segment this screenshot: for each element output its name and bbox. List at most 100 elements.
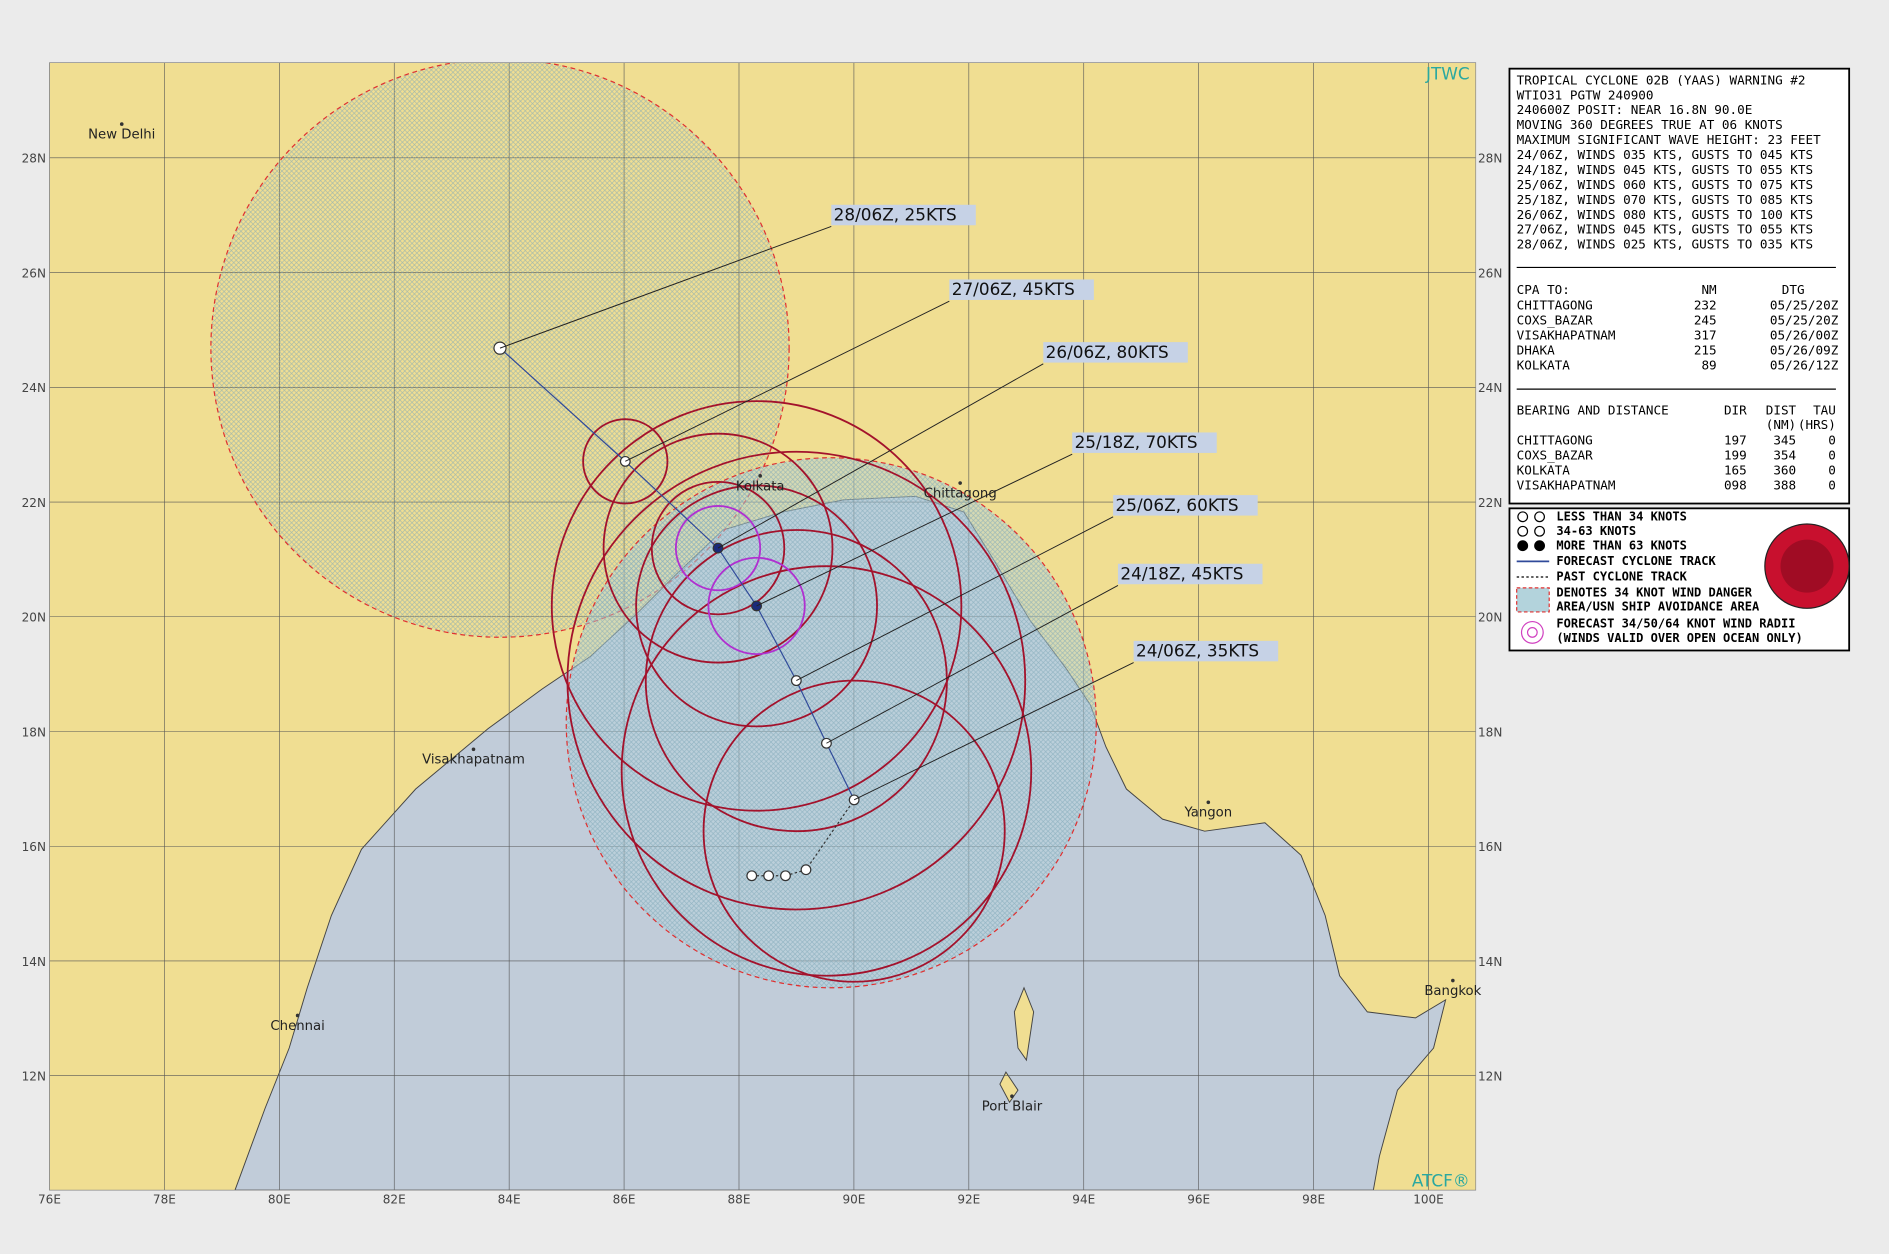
cpa-cell: 317 bbox=[1694, 327, 1717, 342]
wind-radius-64 bbox=[674, 505, 762, 592]
wind-radius bbox=[620, 565, 1033, 977]
track-label-box bbox=[1117, 563, 1263, 585]
info-box: TROPICAL CYCLONE 02B (YAAS) WARNING #2WT… bbox=[1508, 67, 1851, 652]
cpa-header: NM bbox=[1701, 282, 1717, 297]
place-dot bbox=[295, 1013, 300, 1018]
lat-label: 22N bbox=[22, 496, 46, 510]
wind-radii bbox=[550, 400, 1033, 983]
footer-label: ATCF® bbox=[1412, 1171, 1470, 1191]
bearing-subheader: (HRS) bbox=[1798, 417, 1836, 432]
place-label: Port Blair bbox=[982, 1100, 1043, 1115]
info-line: 24/18Z, WINDS 045 KTS, GUSTS TO 055 KTS bbox=[1517, 162, 1813, 177]
place-dot bbox=[1206, 800, 1211, 805]
cpa-header: CPA TO: bbox=[1517, 282, 1570, 297]
track-label-box bbox=[1072, 432, 1217, 453]
forecast-point bbox=[712, 542, 724, 554]
legend-label: LESS THAN 34 KNOTS bbox=[1556, 509, 1686, 523]
lat-label: 24N bbox=[1478, 381, 1502, 395]
legend-icon bbox=[1534, 540, 1545, 552]
wind-radius bbox=[582, 418, 669, 505]
lon-label: 86E bbox=[613, 1192, 636, 1206]
bearing-cell: 0 bbox=[1828, 477, 1836, 492]
lat-label: 26N bbox=[22, 266, 46, 280]
lat-label: 12N bbox=[22, 1070, 46, 1084]
danger-circle bbox=[565, 457, 1097, 989]
track-label-box bbox=[831, 204, 976, 226]
bearing-cell: 098 bbox=[1724, 477, 1747, 492]
legend-label: (WINDS VALID OVER OPEN OCEAN ONLY) bbox=[1556, 631, 1802, 645]
place-dot bbox=[471, 747, 476, 752]
legend-icon bbox=[1517, 525, 1529, 537]
past-point bbox=[763, 870, 775, 882]
legend-icon bbox=[1520, 620, 1544, 644]
legend-label: DENOTES 34 KNOT WIND DANGER bbox=[1556, 585, 1752, 599]
track-label: 25/18Z, 70KTS bbox=[1075, 432, 1198, 452]
track-label-box bbox=[1133, 640, 1279, 662]
bearing-cell: 354 bbox=[1773, 447, 1796, 462]
track-label-leader bbox=[853, 662, 1134, 801]
lat-label: 24N bbox=[22, 381, 46, 395]
cpa-header: DTG bbox=[1782, 282, 1805, 297]
jtwc-logo-inner bbox=[1780, 539, 1834, 593]
info-line: 27/06Z, WINDS 045 KTS, GUSTS TO 055 KTS bbox=[1517, 222, 1813, 237]
bearing-cell: KOLKATA bbox=[1517, 462, 1571, 477]
legend-icon bbox=[1517, 511, 1529, 523]
cpa-cell: CHITTAGONG bbox=[1517, 298, 1593, 313]
place-dot bbox=[958, 481, 962, 485]
wind-radius bbox=[650, 480, 786, 616]
info-line: 25/18Z, WINDS 070 KTS, GUSTS TO 085 KTS bbox=[1517, 192, 1813, 207]
cpa-cell: 245 bbox=[1694, 313, 1717, 328]
legend-label: 34-63 KNOTS bbox=[1556, 524, 1636, 538]
wind-radius bbox=[635, 484, 878, 728]
track-label: 25/06Z, 60KTS bbox=[1116, 495, 1239, 515]
lon-label: 78E bbox=[153, 1192, 176, 1206]
bearing-header: DIR bbox=[1724, 402, 1747, 417]
wind-radius bbox=[566, 450, 1027, 911]
place-dot bbox=[758, 474, 763, 478]
lon-label: 88E bbox=[728, 1192, 751, 1206]
legend-icon bbox=[1534, 525, 1545, 537]
lon-label: 84E bbox=[498, 1192, 521, 1206]
islands bbox=[999, 986, 1035, 1104]
legend-icon bbox=[1526, 627, 1538, 638]
lat-label: 12N bbox=[1478, 1070, 1502, 1084]
bearing-cell: 388 bbox=[1773, 477, 1796, 492]
cpa-cell: 05/25/20Z bbox=[1770, 313, 1839, 328]
forecast-point bbox=[790, 675, 802, 687]
info-line: 24/06Z, WINDS 035 KTS, GUSTS TO 045 KTS bbox=[1517, 147, 1813, 162]
forecast-point bbox=[493, 341, 507, 355]
cpa-cell: 05/25/20Z bbox=[1770, 298, 1839, 313]
info-line: TROPICAL CYCLONE 02B (YAAS) WARNING #2 bbox=[1517, 72, 1806, 87]
bearing-header: TAU bbox=[1813, 402, 1836, 417]
lat-label: 26N bbox=[1478, 266, 1502, 280]
place-label: Visakhapatnam bbox=[422, 753, 525, 768]
place-label: Yangon bbox=[1183, 806, 1232, 821]
info-line: WTIO31 PGTW 240900 bbox=[1517, 87, 1654, 102]
info-line: 26/06Z, WINDS 080 KTS, GUSTS TO 100 KTS bbox=[1517, 207, 1813, 222]
place-label: Chennai bbox=[270, 1019, 324, 1034]
legend-label: AREA/USN SHIP AVOIDANCE AREA bbox=[1556, 600, 1760, 614]
bearing-cell: 197 bbox=[1724, 433, 1747, 448]
info-line: MAXIMUM SIGNIFICANT WAVE HEIGHT: 23 FEET bbox=[1517, 132, 1821, 147]
bearing-cell: CHITTAGONG bbox=[1517, 433, 1593, 448]
legend-icon bbox=[1516, 587, 1550, 613]
bearing-cell: 360 bbox=[1773, 462, 1796, 477]
lon-label: 80E bbox=[268, 1192, 291, 1206]
cpa-cell: DHAKA bbox=[1517, 342, 1555, 357]
lat-label: 20N bbox=[1478, 611, 1502, 625]
cpa-cell: 215 bbox=[1694, 342, 1717, 357]
track-label: 26/06Z, 80KTS bbox=[1046, 342, 1169, 362]
lon-label: 92E bbox=[957, 1192, 980, 1206]
track-label-leader bbox=[717, 363, 1044, 549]
bearing-cell: 345 bbox=[1773, 433, 1796, 448]
info-line: MOVING 360 DEGREES TRUE AT 06 KNOTS bbox=[1517, 117, 1783, 132]
place-dot bbox=[1451, 978, 1455, 983]
place-label: New Delhi bbox=[88, 128, 155, 143]
lon-label: 96E bbox=[1187, 1192, 1210, 1206]
lat-label: 16N bbox=[22, 840, 46, 854]
lat-label: 14N bbox=[22, 955, 46, 969]
past-point bbox=[800, 864, 812, 876]
bearing-cell: 0 bbox=[1828, 433, 1836, 448]
lon-label: 76E bbox=[38, 1192, 61, 1206]
bearing-subheader: (NM) bbox=[1766, 417, 1796, 432]
